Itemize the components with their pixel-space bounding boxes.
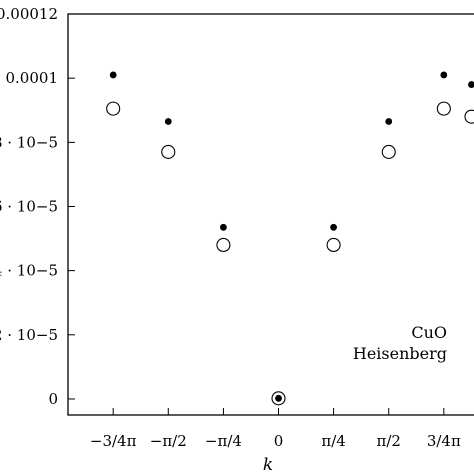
x-tick-label: −3/4π	[90, 432, 137, 450]
data-point-filled	[109, 71, 117, 79]
y-tick-label: 6 · 10−5	[0, 197, 58, 215]
plot-frame-layer	[67, 13, 474, 416]
y-tick-label: 0.00012	[0, 5, 58, 23]
x-tick-label: 3/4π	[427, 432, 461, 450]
y-axis-ticks: 0.00012 0.0001 8 · 10−5 6 · 10−5 4 · 10−5 2 ·…	[0, 5, 75, 408]
data-point-filled	[220, 223, 227, 231]
data-point-filled	[440, 71, 448, 79]
data-point-open	[326, 237, 341, 253]
annotation-cuo: CuO	[411, 323, 447, 342]
data-point-filled	[164, 118, 172, 125]
plot-area-border	[67, 13, 474, 416]
x-tick-label: 0	[274, 432, 284, 450]
data-point-filled	[385, 118, 393, 125]
data-point-open	[464, 109, 474, 124]
data-point-open	[106, 101, 121, 116]
x-tick-label: π/2	[377, 432, 401, 450]
annotation-heisenberg: Heisenberg	[353, 344, 447, 363]
x-tick-label: −π/2	[150, 432, 187, 450]
data-point-open	[216, 237, 231, 253]
data-point-filled	[468, 81, 474, 88]
data-point-open	[161, 144, 176, 159]
x-axis-title: k	[263, 455, 273, 474]
data-point-open	[381, 144, 396, 159]
x-tick-label: π/4	[321, 432, 345, 450]
y-tick-label: 2 · 10−5	[0, 326, 58, 344]
x-tick-label: −π/4	[205, 432, 242, 450]
y-tick-label: 0	[48, 390, 58, 408]
data-point-open	[436, 101, 451, 116]
data-point-filled	[330, 223, 337, 231]
data-point-filled	[275, 394, 282, 402]
y-tick-label: 8 · 10−5	[0, 133, 58, 151]
data-series-layer	[106, 71, 474, 406]
x-axis-ticks: −3/4π−π/2−π/40π/4π/23/4ππ	[90, 408, 461, 450]
y-tick-label: 4 · 10−5	[0, 262, 58, 280]
y-tick-label: 0.0001	[6, 69, 59, 87]
